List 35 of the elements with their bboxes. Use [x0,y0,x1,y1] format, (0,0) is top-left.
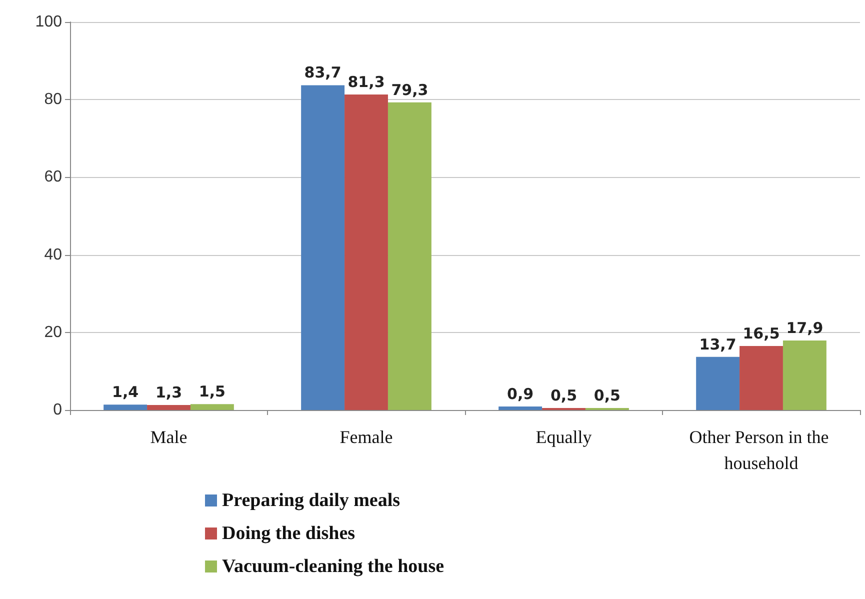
bar [696,356,740,410]
data-label: 83,7 [304,64,342,82]
bar [301,85,345,410]
bar [190,404,234,410]
y-tick-label: 100 [35,14,62,30]
bar [388,102,432,410]
bar [498,406,542,410]
y-tick-label: 60 [44,168,62,186]
x-tick-label: Male [150,427,188,447]
bar [740,346,783,410]
data-label: 1,3 [155,383,182,402]
bar [344,94,388,410]
data-label: 0,9 [507,385,534,404]
data-label: 13,7 [699,335,736,354]
data-label: 79,3 [391,80,428,99]
data-label: 0,5 [594,386,620,405]
legend-label: Vacuum-cleaning the house [222,556,444,577]
data-label: 0,5 [550,386,578,405]
x-tick-label: Female [340,427,393,447]
x-tick-label: Equally [536,427,592,447]
y-tick-label: 40 [44,246,62,264]
data-label: 1,5 [198,382,226,401]
legend-label: Preparing daily meals [222,490,400,511]
bar [782,340,826,410]
x-tick-label: Other Person in the household [689,427,834,473]
y-tick-label: 20 [44,324,62,341]
data-label: 1,4 [112,383,139,402]
data-label: 81,3 [348,73,385,92]
y-tick-label: 0 [53,402,62,418]
data-label: 16,5 [742,324,780,342]
data-label: 17,9 [786,319,824,338]
y-tick-label: 80 [44,91,62,108]
legend-label: Doing the dishes [222,523,356,544]
bar [147,404,190,410]
bar [104,404,148,410]
